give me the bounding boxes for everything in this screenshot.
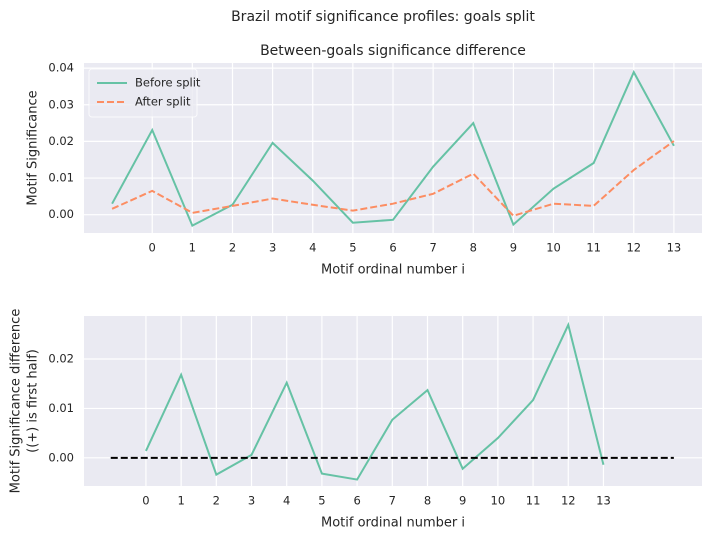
x-tick-label: 10 — [546, 241, 561, 255]
x-tick-label: 1 — [177, 494, 184, 508]
y-tick-label: 0.01 — [48, 401, 74, 415]
x-tick-label: 6 — [389, 241, 396, 255]
plot-area — [84, 316, 702, 486]
y-tick-label: 0.00 — [48, 207, 74, 221]
y-tick-label: 0.02 — [48, 134, 74, 148]
y-tick-label: 0.01 — [48, 171, 74, 185]
x-tick-label: 2 — [213, 494, 220, 508]
x-tick-label: 5 — [318, 494, 325, 508]
x-tick-label: 4 — [283, 494, 290, 508]
x-tick-label: 11 — [586, 241, 601, 255]
chart-title: Between-goals significance difference — [260, 43, 526, 59]
x-tick-label: 7 — [429, 241, 436, 255]
y-axis-label: Motif Significance difference — [9, 309, 24, 494]
x-tick-label: 0 — [142, 494, 149, 508]
x-axis-label: Motif ordinal number i — [321, 263, 465, 278]
x-axis-label: Motif ordinal number i — [321, 516, 465, 531]
x-tick-label: 3 — [248, 494, 255, 508]
x-tick-label: 9 — [459, 494, 466, 508]
series-line — [145, 321, 605, 481]
x-tick-label: 7 — [389, 494, 396, 508]
x-tick-label: 13 — [667, 241, 682, 255]
x-tick-label: 5 — [349, 241, 356, 255]
x-tick-label: 0 — [149, 241, 156, 255]
legend-label: After split — [135, 95, 191, 109]
y-tick-label: 0.00 — [48, 450, 74, 464]
x-tick-label: 8 — [470, 241, 477, 255]
x-tick-label: 2 — [229, 241, 236, 255]
x-tick-label: 13 — [596, 494, 611, 508]
series-line — [111, 140, 675, 217]
x-tick-label: 11 — [526, 494, 541, 508]
y-tick-label: 0.02 — [48, 351, 74, 365]
y-tick-label: 0.04 — [48, 61, 74, 75]
x-tick-label: 9 — [510, 241, 517, 255]
legend-label: Before split — [135, 76, 201, 90]
suptitle: Brazil motif significance profiles: goal… — [231, 9, 535, 25]
y-tick-label: 0.03 — [48, 97, 74, 111]
y-axis-label: Motif Significance — [26, 90, 41, 205]
series-line — [111, 69, 675, 228]
y-axis-label: ((+) is first half) — [26, 349, 41, 453]
x-tick-label: 6 — [353, 494, 360, 508]
x-tick-label: 1 — [189, 241, 196, 255]
x-tick-label: 12 — [561, 494, 576, 508]
x-tick-label: 10 — [491, 494, 506, 508]
x-tick-label: 12 — [626, 241, 641, 255]
x-tick-label: 3 — [269, 241, 276, 255]
x-tick-label: 4 — [309, 241, 316, 255]
legend-box — [88, 68, 198, 118]
x-tick-label: 8 — [424, 494, 431, 508]
